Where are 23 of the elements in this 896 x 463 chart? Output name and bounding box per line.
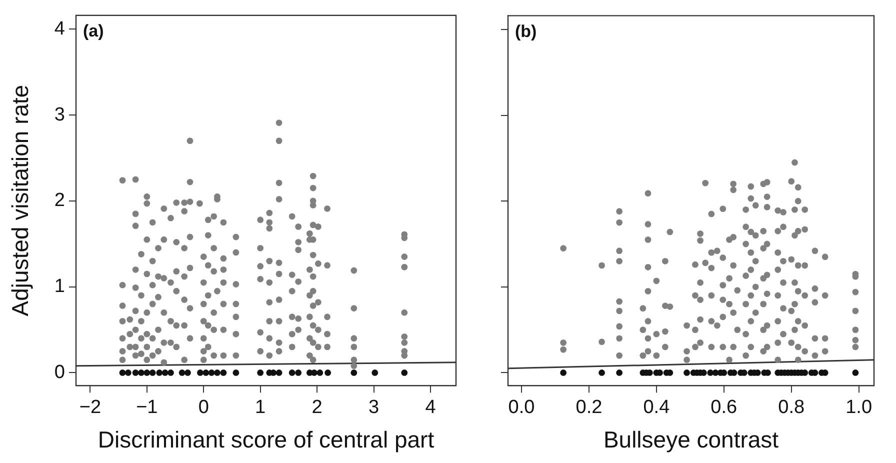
x-axis-title: Discriminant score of central part (98, 426, 435, 453)
annotation: (a) (83, 22, 104, 41)
y-tick-label: 0 (54, 362, 65, 383)
x-tick-label: 0.4 (643, 397, 670, 418)
x-tick-label: 1.0 (846, 397, 872, 418)
x-tick-label: 3 (368, 397, 380, 418)
y-tick-label: 3 (54, 104, 65, 126)
x-tick-label: 0.2 (576, 397, 602, 418)
x-tick-label: 1 (255, 397, 266, 418)
x-tick-label: −2 (79, 397, 102, 418)
x-tick-label: −1 (136, 397, 158, 418)
x-tick-label: 0.8 (778, 397, 805, 418)
y-axis-title: Adjusted visitation rate (7, 84, 34, 316)
y-tick-label: 1 (54, 276, 65, 298)
x-tick-label: 4 (425, 397, 436, 418)
x-axis-title: Bullseye contrast (603, 426, 780, 453)
x-tick-label: 0.6 (710, 397, 738, 418)
annotation: (b) (515, 22, 537, 41)
x-tick-label: 2 (312, 397, 322, 418)
x-tick-label: 0 (198, 397, 209, 418)
y-tick-label: 2 (54, 190, 65, 212)
y-tick-label: 4 (54, 18, 66, 40)
x-tick-label: 0.0 (508, 397, 535, 418)
